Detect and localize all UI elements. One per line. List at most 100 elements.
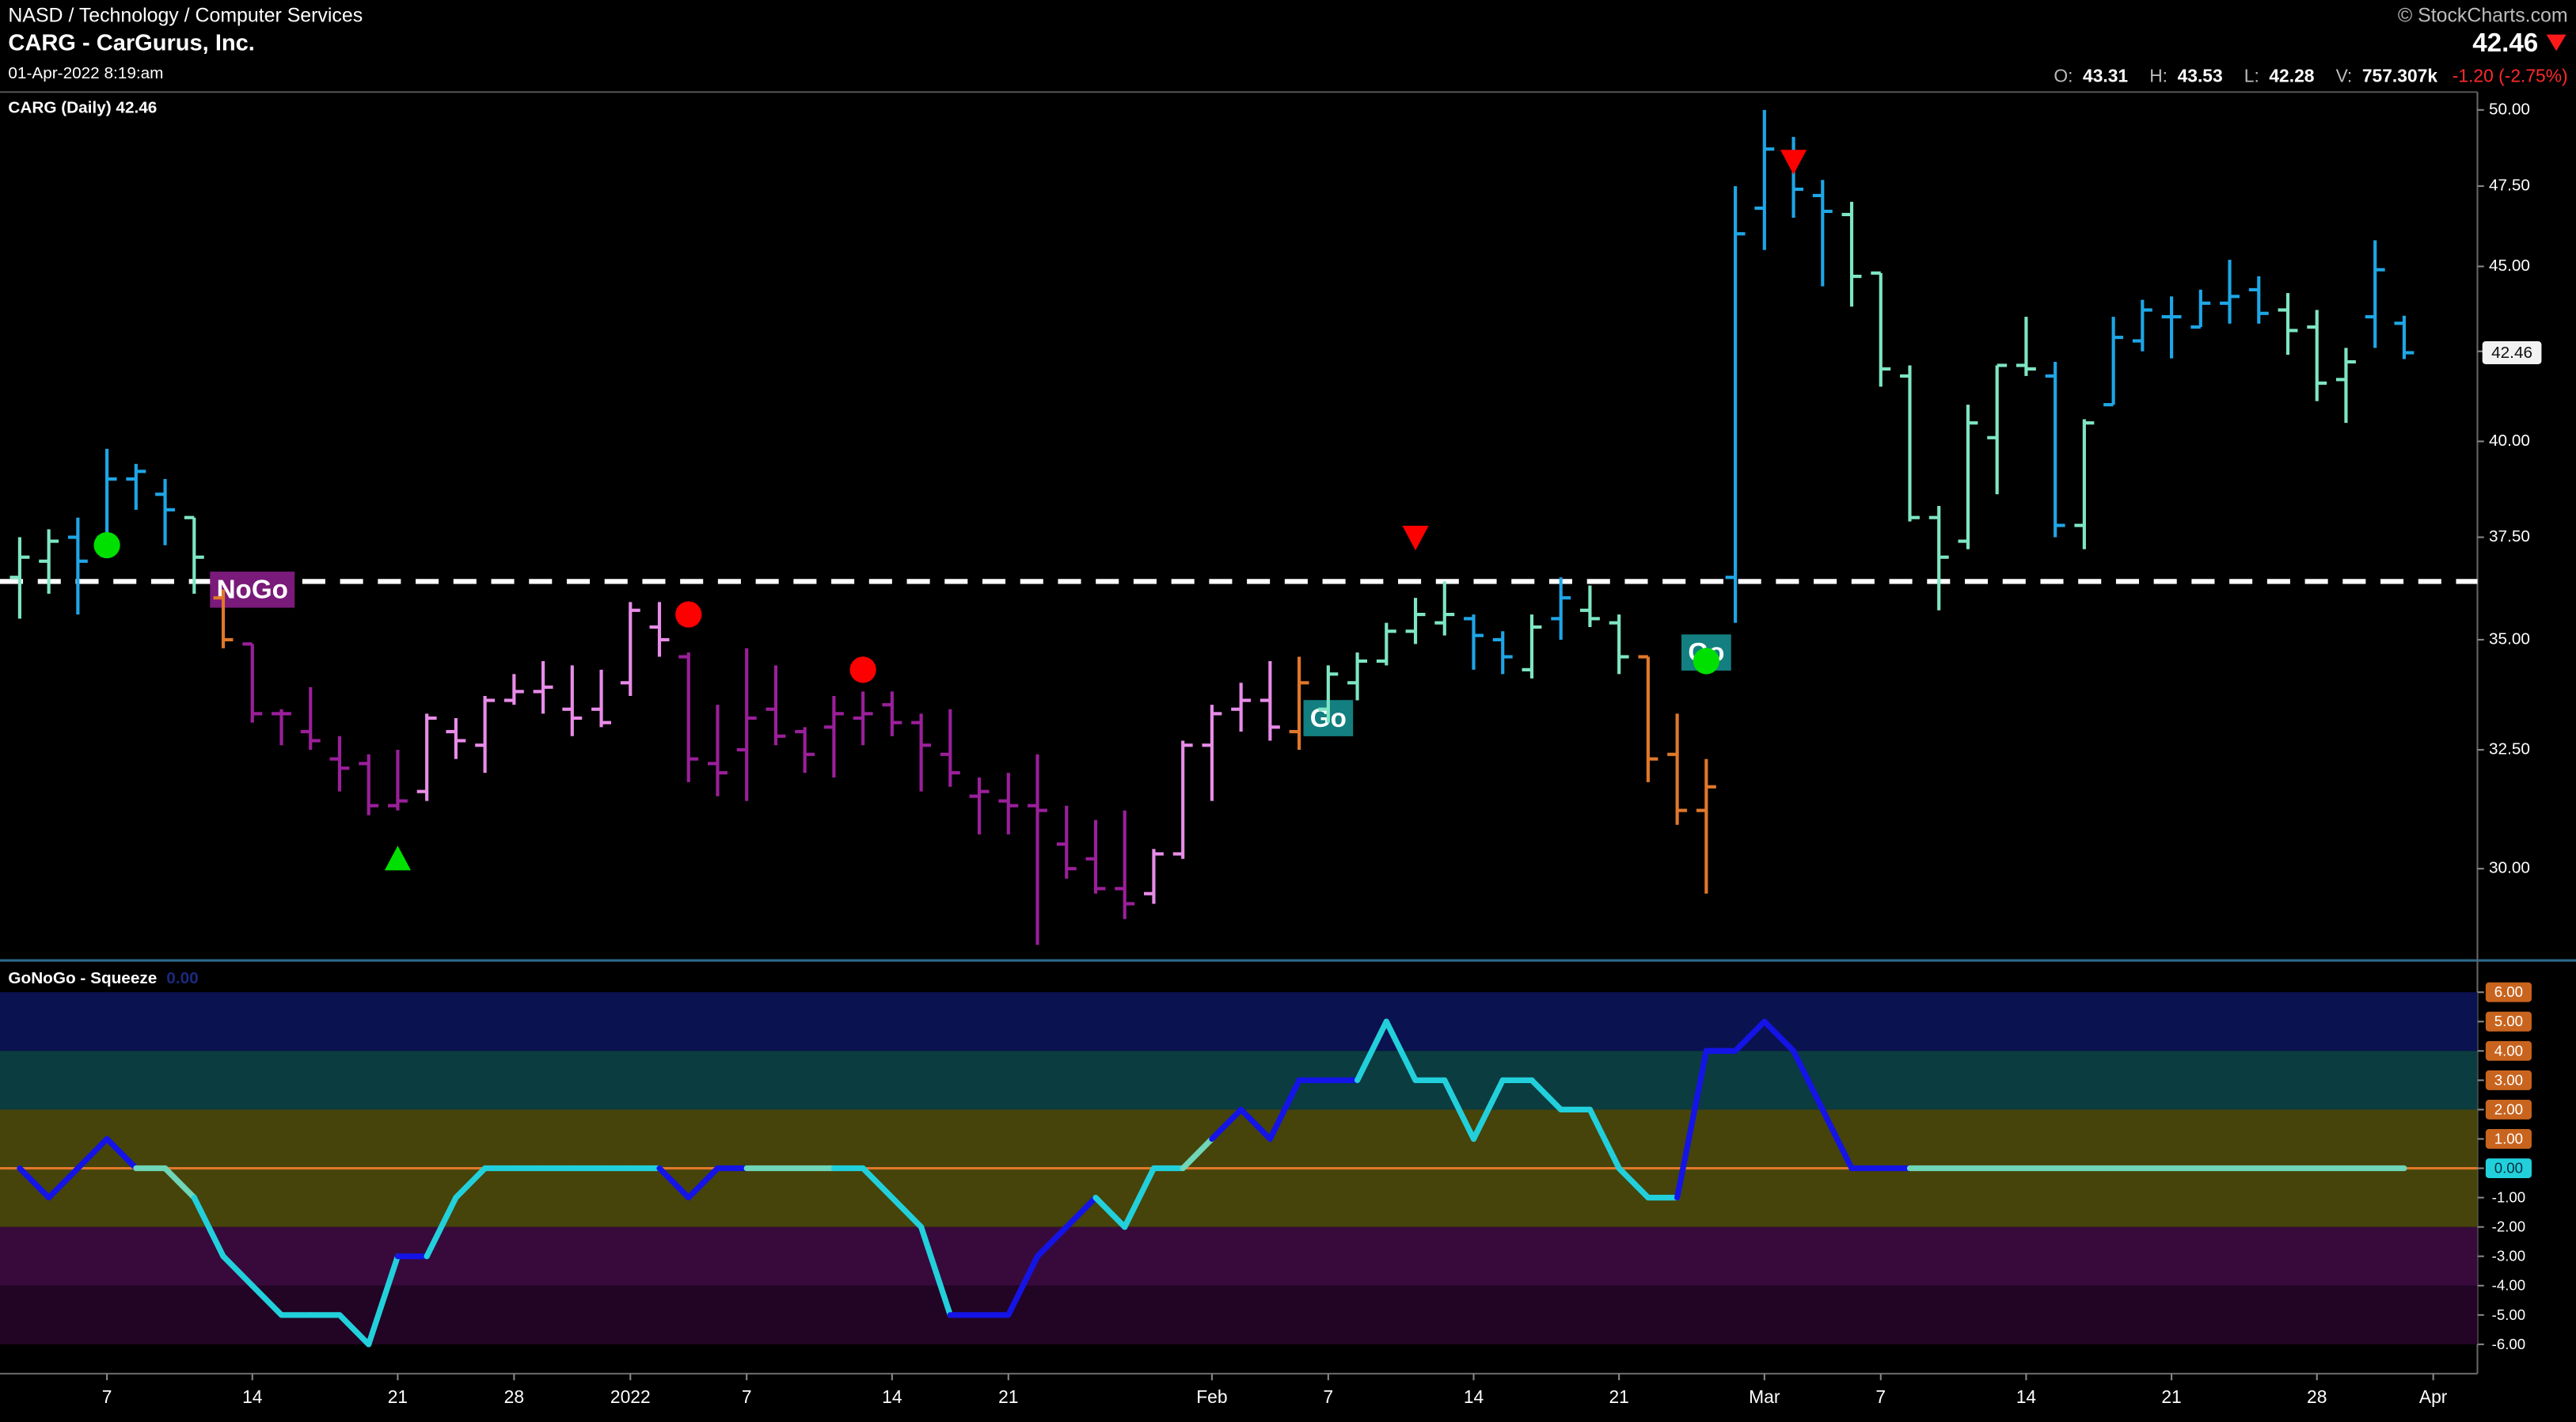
signal-triangle xyxy=(1780,150,1807,175)
x-tick-label: 14 xyxy=(242,1386,263,1407)
y-tick-label: 32.50 xyxy=(2489,740,2530,758)
oscillator-segment xyxy=(1790,1047,1826,1113)
y-tick-box xyxy=(2485,1099,2532,1120)
quote-line: O: 43.31 H: 43.53 L: 42.28 V: 757.307k -… xyxy=(2054,66,2567,86)
oscillator-segment xyxy=(1470,1077,1506,1143)
oscillator-segment xyxy=(74,1135,110,1172)
y-tick-label: -5.00 xyxy=(2492,1306,2526,1323)
y-tick-box xyxy=(2485,1040,2532,1061)
signal-dot xyxy=(849,656,876,683)
oscillator-segment xyxy=(46,1165,81,1201)
oscillator-segment xyxy=(17,1165,52,1201)
oscillator-segment xyxy=(1092,1194,1128,1230)
y-tick-label: 6.00 xyxy=(2494,983,2523,1000)
price-panel-title: CARG (Daily) 42.46 xyxy=(8,98,157,116)
oscillator-segment xyxy=(249,1283,285,1318)
oscillator-segment xyxy=(1209,1106,1244,1143)
high-label: H: xyxy=(2149,66,2168,86)
oscillator-band xyxy=(0,1285,2478,1344)
oscillator-segment xyxy=(424,1194,459,1260)
x-tick-label: 7 xyxy=(1323,1386,1333,1407)
y-tick-label: -1.00 xyxy=(2492,1189,2526,1206)
oscillator-segment xyxy=(366,1253,401,1348)
oscillator-segment xyxy=(1034,1224,1070,1260)
oscillator-segment xyxy=(918,1224,953,1318)
sector-path: NASD / Technology / Computer Services xyxy=(8,4,363,26)
oscillator-segment xyxy=(1383,1018,1419,1084)
oscillator-segment xyxy=(1122,1165,1157,1230)
y-tick-box xyxy=(2485,982,2532,1002)
oscillator-segment xyxy=(860,1165,895,1201)
y-tick-label: -2.00 xyxy=(2492,1219,2526,1235)
y-tick-box xyxy=(2485,1011,2532,1032)
oscillator-segment xyxy=(1819,1106,1855,1172)
open-label: O: xyxy=(2054,66,2073,86)
y-tick-label: -3.00 xyxy=(2492,1248,2526,1264)
y-tick-label: 4.00 xyxy=(2494,1042,2523,1059)
y-tick-label: -4.00 xyxy=(2492,1277,2526,1294)
signal-label: NoGo xyxy=(217,576,288,605)
x-tick-label: 21 xyxy=(1609,1386,1628,1407)
oscillator-segment xyxy=(191,1194,226,1260)
signal-dot xyxy=(93,531,120,559)
y-tick-label: 3.00 xyxy=(2494,1071,2523,1088)
oscillator-band xyxy=(0,992,2478,1051)
oscillator-segment xyxy=(1063,1194,1099,1230)
x-tick-label: Apr xyxy=(2419,1386,2448,1407)
oscillator-panel: 6.00 5.00 4.00 3.00 2.00 1.00 0.00 -1.00 -2.00 -3… xyxy=(0,982,2532,1352)
x-tick-label: 21 xyxy=(998,1386,1018,1407)
oscillator-segment xyxy=(1586,1106,1622,1172)
x-tick-label: 14 xyxy=(1464,1386,1484,1407)
oscillator-segment xyxy=(104,1135,139,1172)
y-tick-label: 2.00 xyxy=(2494,1101,2523,1117)
oscillator-segment xyxy=(1180,1135,1215,1172)
oscillator-segment xyxy=(656,1165,692,1201)
high-value: 43.53 xyxy=(2178,66,2223,86)
y-tick-label: 1.00 xyxy=(2494,1130,2523,1146)
oscillator-segment xyxy=(889,1194,925,1230)
x-tick-label: Mar xyxy=(1749,1386,1780,1407)
y-tick-label: 30.00 xyxy=(2489,859,2530,877)
oscillator-segment xyxy=(220,1253,256,1289)
x-tick-label: Feb xyxy=(1196,1386,1227,1407)
x-tick-label: 21 xyxy=(388,1386,408,1407)
oscillator-segment xyxy=(161,1165,197,1201)
oscillator-segment xyxy=(1732,1018,1768,1054)
change: -1.20 (-2.75%) xyxy=(2453,66,2568,86)
y-tick-label: 5.00 xyxy=(2494,1013,2523,1029)
signal-triangle xyxy=(1402,526,1429,551)
x-tick-label: 28 xyxy=(2307,1386,2327,1407)
y-tick-label: 47.50 xyxy=(2489,177,2530,195)
signal-triangle xyxy=(384,846,412,871)
y-tick-label: 37.50 xyxy=(2489,527,2530,546)
timestamp: 01-Apr-2022 8:19:am xyxy=(8,64,163,82)
oscillator-segment xyxy=(1005,1253,1041,1318)
symbol-title: CARG - CarGurus, Inc. xyxy=(8,31,254,56)
low-label: L: xyxy=(2244,66,2259,86)
x-tick-label: 2022 xyxy=(610,1386,651,1407)
x-tick-label: 7 xyxy=(102,1386,112,1407)
last-price-tag xyxy=(2482,340,2542,365)
oscillator-segment xyxy=(1442,1077,1477,1143)
oscillator-title: GoNoGo - Squeeze 0.00 xyxy=(8,969,198,987)
x-tick-label: 28 xyxy=(504,1386,524,1407)
y-tick-label: -6.00 xyxy=(2492,1336,2526,1352)
oscillator-band xyxy=(0,1226,2478,1286)
y-tick-box xyxy=(2485,1129,2532,1149)
y-tick-label: 40.00 xyxy=(2489,432,2530,450)
last-price: 42.46 xyxy=(2472,29,2538,58)
y-tick-label: 50.00 xyxy=(2489,100,2530,118)
oscillator-value: 0.00 xyxy=(166,969,198,987)
oscillator-segment xyxy=(1529,1077,1564,1113)
x-tick-label: 21 xyxy=(2161,1386,2181,1407)
low-value: 42.28 xyxy=(2269,66,2314,86)
oscillator-segment xyxy=(1267,1077,1302,1143)
y-tick-box xyxy=(2485,1070,2532,1090)
oscillator-segment xyxy=(453,1165,488,1201)
y-tick-box xyxy=(2485,1158,2532,1178)
last-price-label: 42.46 xyxy=(2491,344,2532,362)
price-panel: NoGoGoGo30.0032.5035.0037.5040.0042.5045… xyxy=(0,100,2542,945)
oscillator-name: GoNoGo - Squeeze xyxy=(8,969,157,987)
oscillator-band xyxy=(0,1051,2478,1110)
